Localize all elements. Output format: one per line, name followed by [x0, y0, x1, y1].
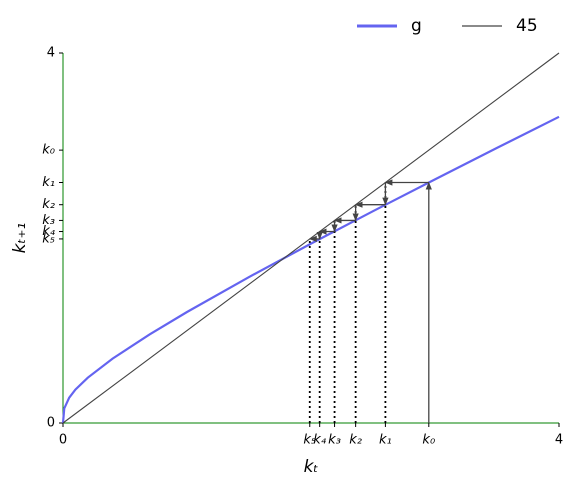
x-tick-label: k₄: [313, 433, 327, 448]
y-tick-label: 0: [47, 416, 55, 431]
y-tick-label: k₂: [42, 197, 55, 212]
y-tick-label: k₀: [42, 143, 56, 158]
x-tick-label: k₀: [422, 433, 436, 448]
series-line: [61, 115, 560, 424]
y-axis-label: kₜ₊₁: [10, 223, 30, 254]
y-tick-label: k₄: [42, 224, 56, 239]
legend-label: g: [411, 16, 422, 36]
y-tick-label: k₁: [42, 175, 55, 190]
x-axis-label: kₜ: [304, 457, 319, 477]
x-tick-label: k₅: [303, 433, 316, 448]
x-tick-label: k₃: [328, 433, 341, 448]
legend-label: 45: [516, 16, 538, 36]
y-tick-label: k₃: [42, 213, 55, 228]
x-tick-label: 4: [555, 433, 563, 448]
x-tick-label: k₂: [349, 433, 362, 448]
x-tick-label: 0: [59, 433, 67, 448]
y-tick-label: k₅: [42, 231, 55, 246]
y-tick-label: 4: [47, 46, 55, 61]
series-line: [62, 52, 560, 424]
x-tick-label: k₁: [379, 433, 392, 448]
